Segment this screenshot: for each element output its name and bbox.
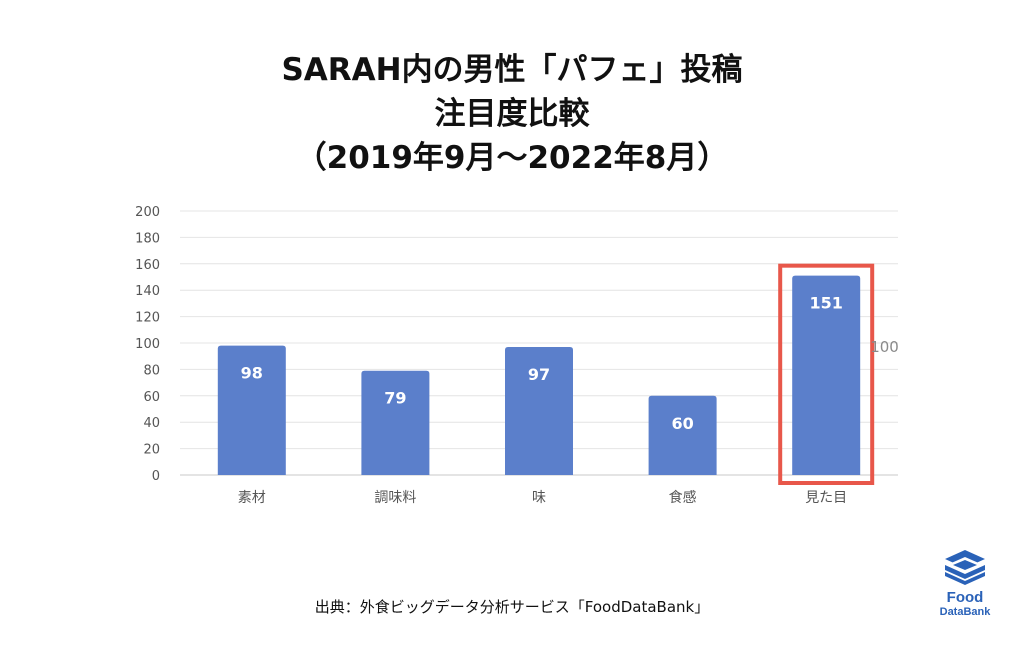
y-tick-label: 160 — [135, 258, 160, 273]
bar-value-label: 97 — [528, 365, 550, 384]
y-tick-label: 180 — [135, 231, 160, 246]
source-note: 出典：外食ビッグデータ分析サービス「FoodDataBank」 — [314, 598, 710, 616]
bar — [505, 346, 573, 475]
fooddatabank-logo: Food DataBank — [930, 548, 1000, 618]
y-tick-label: 120 — [135, 311, 160, 326]
x-tick-label: 味 — [532, 490, 546, 506]
bar-value-label: 79 — [384, 389, 406, 408]
highlight-box — [778, 263, 875, 485]
y-tick-label: 60 — [143, 390, 160, 405]
bar-chart: 0 20 40 60 80 100 120 140 160 180 200 98 素材 79 調味料 97 味 6… — [135, 205, 899, 506]
logo-text-food: Food — [946, 589, 984, 606]
bar — [648, 395, 717, 475]
bar — [217, 345, 286, 475]
x-tick-label: 素材 — [238, 490, 266, 506]
y-tick-label: 0 — [152, 469, 160, 484]
fooddatabank-logo-icon — [945, 550, 985, 585]
y-tick-label: 200 — [135, 205, 160, 220]
logo-text-databank: DataBank — [939, 606, 991, 618]
bar-value-label: 98 — [241, 364, 263, 383]
bar — [792, 275, 861, 475]
bar — [361, 370, 430, 475]
x-tick-label: 調味料 — [374, 490, 416, 506]
y-tick-label: 20 — [143, 443, 160, 458]
x-tick-label: 食感 — [669, 489, 697, 506]
bar-value-label: 60 — [671, 414, 693, 433]
y-tick-label: 80 — [143, 363, 160, 378]
chart-title-line2: 注目度比較 — [434, 96, 590, 132]
chart-title-line3: （2019年9月～2022年8月） — [295, 140, 729, 176]
chart-title: SARAH内の男性「パフェ」投稿 注目度比較 （2019年9月～2022年8月） — [0, 48, 1024, 180]
y-tick-label: 100 — [135, 337, 160, 352]
x-tick-label: 見た目 — [805, 490, 847, 506]
bar-value-label: 151 — [809, 294, 842, 313]
reference-value-label: 100 — [870, 338, 899, 356]
chart-title-line1: SARAH内の男性「パフェ」投稿 — [281, 52, 743, 88]
y-tick-label: 40 — [143, 416, 160, 431]
y-tick-label: 140 — [135, 284, 160, 299]
